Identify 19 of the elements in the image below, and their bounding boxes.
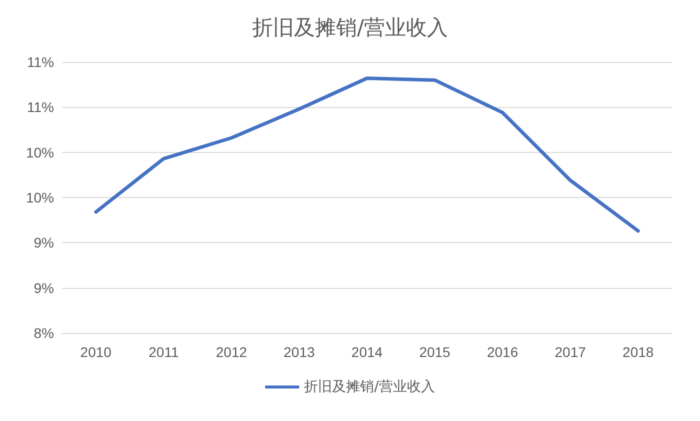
y-tick-label: 10% bbox=[26, 144, 54, 160]
y-tick-label: 11% bbox=[27, 99, 54, 116]
y-tick-label: 9% bbox=[34, 280, 54, 296]
x-tick-label: 2015 bbox=[419, 344, 451, 360]
chart-title: 折旧及摊销/营业收入 bbox=[252, 16, 448, 40]
x-tick-label: 2010 bbox=[80, 344, 112, 360]
x-tick-label: 2011 bbox=[148, 344, 179, 360]
x-tick-label: 2018 bbox=[622, 344, 654, 360]
y-tick-label: 9% bbox=[34, 234, 54, 251]
legend-label: 折旧及摊销/营业收入 bbox=[304, 379, 435, 395]
x-tick-label: 2014 bbox=[351, 344, 383, 360]
x-tick-label: 2013 bbox=[284, 344, 315, 360]
x-tick-label: 2016 bbox=[486, 344, 518, 360]
y-tick-label: 8% bbox=[34, 325, 54, 341]
y-tick-label: 10% bbox=[26, 190, 54, 206]
x-tick-label: 2012 bbox=[216, 344, 248, 360]
y-tick-label: 11% bbox=[27, 54, 54, 70]
x-tick-label: 2017 bbox=[554, 344, 586, 360]
line-series bbox=[94, 76, 640, 233]
